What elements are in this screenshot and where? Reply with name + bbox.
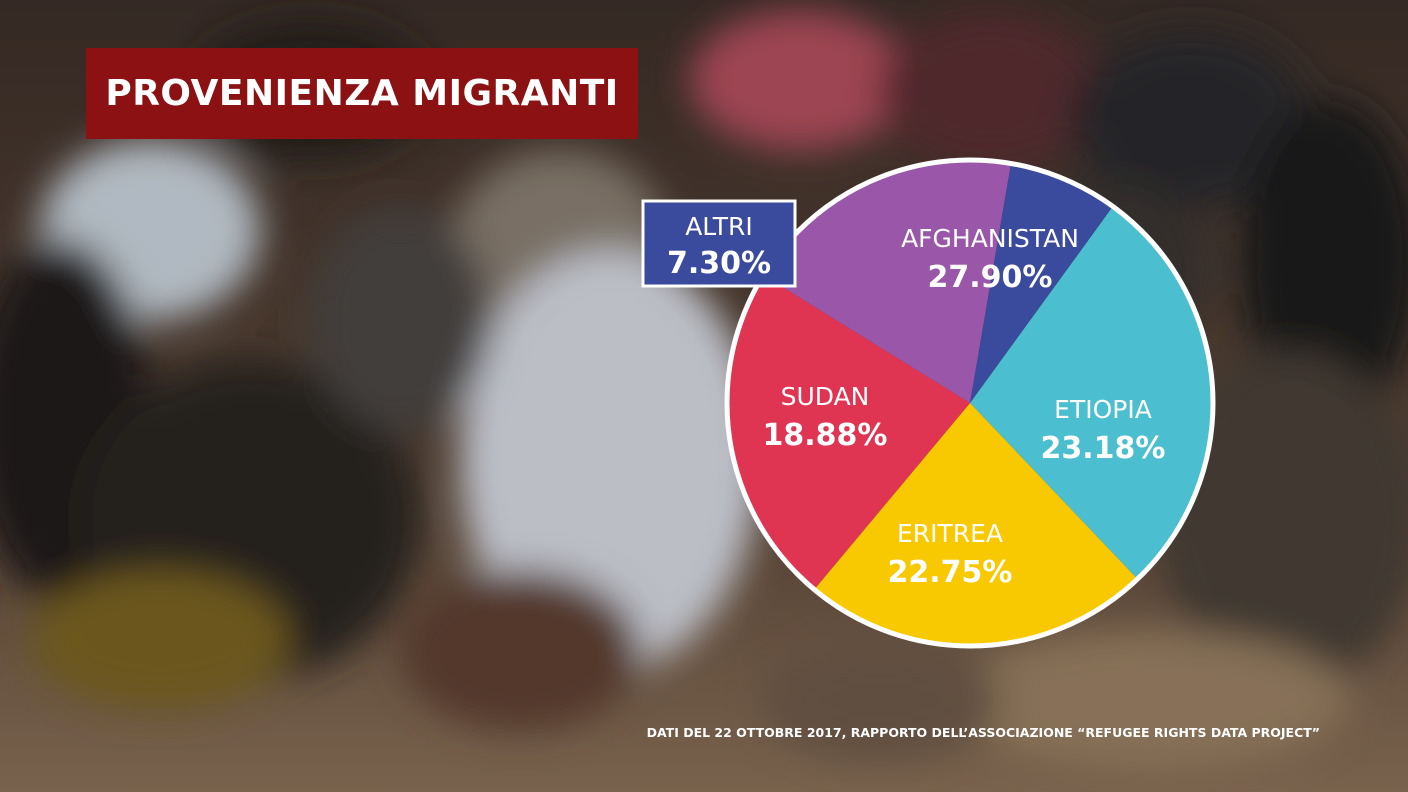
- pie-slice-altri: [970, 163, 1113, 403]
- pie-slice-afghanistan: [970, 206, 1213, 580]
- slice-name-etiopia: ETIOPIA: [1054, 395, 1152, 424]
- pie-slice-eritrea: [726, 275, 970, 590]
- pie-slices: [726, 159, 1213, 646]
- pie-slice-sudan: [763, 159, 1012, 403]
- source-note: DATI DEL 22 OTTOBRE 2017, RAPPORTO DELL’…: [646, 725, 1320, 740]
- slice-name-altri: ALTRI: [685, 212, 753, 241]
- slice-value-altri: 7.30%: [667, 246, 771, 281]
- pie-labels: AFGHANISTAN 27.90% ETIOPIA 23.18% ERITREA 22.…: [641, 199, 1166, 590]
- slice-label-altri: ALTRI 7.30%: [641, 199, 797, 288]
- slice-value-afghanistan: 27.90%: [928, 260, 1053, 295]
- slice-value-sudan: 18.88%: [763, 418, 888, 453]
- pie-slice-etiopia: [814, 403, 1138, 646]
- slice-name-eritrea: ERITREA: [897, 519, 1003, 548]
- slice-name-afghanistan: AFGHANISTAN: [901, 224, 1079, 253]
- title-banner: PROVENIENZA MIGRANTI: [86, 48, 638, 139]
- slice-value-etiopia: 23.18%: [1041, 431, 1166, 466]
- page-title: PROVENIENZA MIGRANTI: [105, 73, 619, 114]
- slice-name-sudan: SUDAN: [781, 382, 870, 411]
- slice-value-eritrea: 22.75%: [888, 555, 1013, 590]
- pie-outline: [724, 157, 1216, 649]
- altri-label-box: [641, 199, 797, 288]
